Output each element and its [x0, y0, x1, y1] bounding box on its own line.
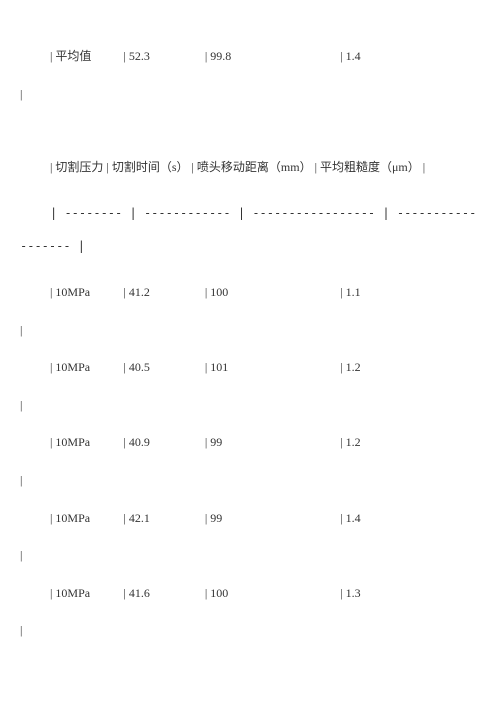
cell-distance: 101 [210, 351, 340, 385]
avg-time: 52.3 [129, 40, 205, 74]
cell-roughness: 1.4 [346, 511, 361, 525]
cell-time: 40.9 [129, 426, 205, 460]
table-row: | 10MPa| 41.6| 100| 1.3 [20, 577, 480, 611]
hdr-distance: 喷头移动距离（mm） [197, 160, 312, 174]
cell-time: 41.6 [129, 577, 205, 611]
row-end: | [20, 464, 480, 498]
row-end: | [20, 314, 480, 348]
hdr-pressure: 切割压力 [55, 160, 103, 174]
table2-header: | 切割压力 | 切割时间（s） | 喷头移动距离（mm） | 平均粗糙度（μm… [20, 151, 480, 185]
cell-roughness: 1.3 [346, 586, 361, 600]
cell-time: 42.1 [129, 502, 205, 536]
table1-row-end: | [20, 78, 480, 112]
table-row: | 10MPa| 40.5| 101| 1.2 [20, 351, 480, 385]
row-end: | [20, 539, 480, 573]
table2-separator: | -------- | ------------ | ------------… [20, 197, 480, 264]
cell-time: 41.2 [129, 276, 205, 310]
table2-body: | 10MPa| 41.2| 100| 1.1|| 10MPa| 40.5| 1… [20, 276, 480, 648]
cell-distance: 99 [210, 426, 340, 460]
cell-time: 40.5 [129, 351, 205, 385]
cell-pressure: 10MPa [55, 276, 123, 310]
table1-avg-row: | 平均值| 52.3| 99.8| 1.4 [20, 40, 480, 74]
cell-roughness: 1.2 [346, 435, 361, 449]
table-row: | 10MPa| 40.9| 99| 1.2 [20, 426, 480, 460]
cell-pressure: 10MPa [55, 502, 123, 536]
cell-pressure: 10MPa [55, 577, 123, 611]
hdr-time: 切割时间（s） [112, 160, 189, 174]
avg-roughness: 1.4 [346, 49, 361, 63]
avg-distance: 99.8 [210, 40, 340, 74]
cell-pressure: 10MPa [55, 351, 123, 385]
cell-roughness: 1.1 [346, 285, 361, 299]
cell-distance: 99 [210, 502, 340, 536]
cell-distance: 100 [210, 577, 340, 611]
cell-roughness: 1.2 [346, 360, 361, 374]
table-row: | 10MPa| 41.2| 100| 1.1 [20, 276, 480, 310]
avg-label: 平均值 [55, 40, 123, 74]
row-end: | [20, 614, 480, 648]
sep3: ----------------- [252, 206, 375, 220]
hdr-roughness: 平均粗糙度（μm） [320, 160, 420, 174]
row-end: | [20, 389, 480, 423]
sep2: ------------ [144, 206, 231, 220]
sep1: -------- [64, 206, 122, 220]
table-row: | 10MPa| 42.1| 99| 1.4 [20, 502, 480, 536]
cell-pressure: 10MPa [55, 426, 123, 460]
cell-distance: 100 [210, 276, 340, 310]
